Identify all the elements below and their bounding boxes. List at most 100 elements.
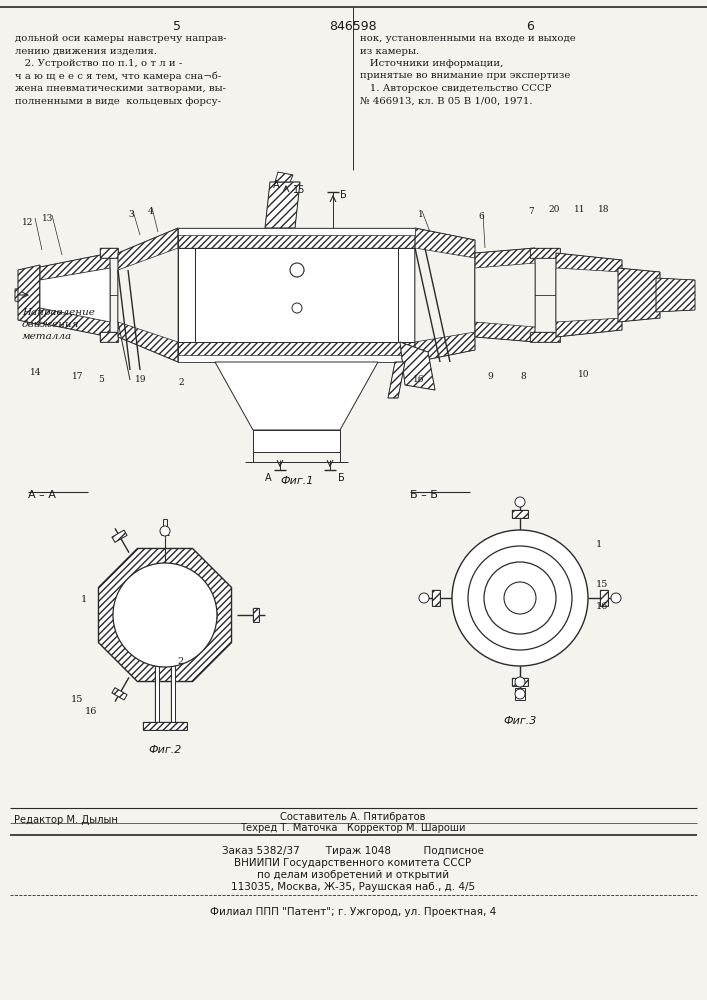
Text: Фиг.1: Фиг.1 (280, 476, 314, 486)
Text: Филиал ППП "Патент"; г. Ужгород, ул. Проектная, 4: Филиал ППП "Патент"; г. Ужгород, ул. Про… (210, 907, 496, 917)
Circle shape (131, 581, 199, 649)
Text: 1: 1 (596, 540, 602, 549)
Text: принятые во внимание при экспертизе: принятые во внимание при экспертизе (360, 72, 571, 81)
Text: 14: 14 (30, 368, 42, 377)
Polygon shape (475, 263, 535, 327)
Polygon shape (178, 228, 415, 235)
Text: нок, установленными на входе и выходе: нок, установленными на входе и выходе (360, 34, 575, 43)
Text: 2. Устройство по п.1, о т л и -: 2. Устройство по п.1, о т л и - (15, 59, 182, 68)
Text: 12: 12 (22, 218, 33, 227)
Text: ч а ю щ е е с я тем, что камера сна¬б-: ч а ю щ е е с я тем, что камера сна¬б- (15, 72, 221, 81)
Circle shape (149, 599, 181, 631)
Bar (515, 688, 525, 700)
Polygon shape (118, 228, 178, 362)
Text: 3: 3 (128, 210, 134, 219)
Circle shape (484, 562, 556, 634)
Polygon shape (18, 265, 40, 325)
Text: 13: 13 (42, 214, 53, 223)
Text: ВНИИПИ Государственного комитета СССР: ВНИИПИ Государственного комитета СССР (235, 858, 472, 868)
Text: металла: металла (22, 332, 72, 341)
Polygon shape (556, 253, 622, 337)
Text: 1. Авторское свидетельство СССР: 1. Авторское свидетельство СССР (360, 84, 551, 93)
Polygon shape (15, 287, 32, 303)
Text: Б: Б (338, 473, 345, 483)
Text: 8: 8 (520, 372, 526, 381)
Text: 2: 2 (178, 378, 184, 387)
Polygon shape (388, 362, 405, 398)
Text: 846598: 846598 (329, 20, 377, 33)
Polygon shape (400, 342, 435, 390)
Text: 11: 11 (574, 205, 585, 214)
Polygon shape (178, 355, 415, 362)
Text: Направление: Направление (22, 308, 95, 317)
Text: 9: 9 (487, 372, 493, 381)
Text: 4: 4 (148, 207, 153, 216)
Polygon shape (415, 228, 475, 362)
Text: жена пневматическими затворами, вы-: жена пневматическими затворами, вы- (15, 84, 226, 93)
Text: 10: 10 (578, 370, 590, 379)
Polygon shape (113, 612, 217, 618)
Text: 1: 1 (81, 595, 87, 604)
Polygon shape (600, 590, 608, 606)
Text: 7: 7 (528, 207, 534, 216)
Text: А: А (265, 473, 272, 483)
Polygon shape (556, 268, 622, 322)
Polygon shape (415, 248, 475, 342)
Polygon shape (512, 678, 528, 686)
Polygon shape (656, 278, 695, 312)
Circle shape (515, 497, 525, 507)
Text: 1: 1 (418, 210, 423, 219)
Polygon shape (618, 268, 660, 322)
Circle shape (611, 593, 621, 603)
Polygon shape (112, 688, 127, 700)
Polygon shape (253, 608, 259, 622)
Polygon shape (398, 248, 415, 342)
Text: 16: 16 (413, 375, 424, 384)
Circle shape (160, 526, 170, 536)
Circle shape (504, 582, 536, 614)
Text: движения: движения (22, 320, 79, 329)
Text: Заказ 5382/37        Тираж 1048          Подписное: Заказ 5382/37 Тираж 1048 Подписное (222, 846, 484, 856)
Text: 2: 2 (177, 657, 183, 666)
Text: Б: Б (340, 190, 346, 200)
Text: Б – Б: Б – Б (410, 490, 438, 500)
Polygon shape (171, 649, 175, 722)
Polygon shape (432, 590, 440, 606)
Text: 17: 17 (72, 372, 83, 381)
Polygon shape (98, 548, 231, 682)
Circle shape (468, 546, 572, 650)
Circle shape (292, 303, 302, 313)
Text: полненными в виде  кольцевых форсу-: полненными в виде кольцевых форсу- (15, 97, 221, 105)
Text: 6: 6 (478, 212, 484, 221)
Bar (143, 722, 187, 730)
Text: Источники информации,: Источники информации, (360, 59, 503, 68)
Polygon shape (178, 342, 415, 362)
Text: Составитель А. Пятибратов: Составитель А. Пятибратов (280, 812, 426, 822)
Polygon shape (475, 248, 535, 342)
Text: по делам изобретений и открытий: по делам изобретений и открытий (257, 870, 449, 880)
Polygon shape (112, 530, 127, 542)
Polygon shape (178, 228, 415, 248)
Text: № 466913, кл. В 05 В 1/00, 1971.: № 466913, кл. В 05 В 1/00, 1971. (360, 97, 532, 105)
Bar (100, 332, 118, 342)
Text: Редактор М. Дылын: Редактор М. Дылын (14, 815, 118, 825)
Text: А – А: А – А (28, 490, 56, 500)
Text: Фиг.3: Фиг.3 (503, 716, 537, 726)
Polygon shape (40, 268, 110, 322)
Polygon shape (118, 248, 178, 342)
Polygon shape (512, 510, 528, 518)
Circle shape (515, 689, 525, 699)
Text: 16: 16 (596, 602, 609, 611)
Polygon shape (178, 248, 195, 342)
Text: дольной оси камеры навстречу направ-: дольной оси камеры навстречу направ- (15, 34, 226, 43)
Polygon shape (530, 332, 560, 342)
Polygon shape (215, 362, 378, 430)
Circle shape (290, 263, 304, 277)
Bar (195, 248, 398, 342)
Text: 15: 15 (71, 695, 83, 704)
Text: 15: 15 (596, 580, 609, 589)
Polygon shape (265, 182, 300, 228)
Text: 113035, Москва, Ж-35, Раушская наб., д. 4/5: 113035, Москва, Ж-35, Раушская наб., д. … (231, 882, 475, 892)
Text: 16: 16 (85, 707, 98, 716)
Text: Техред Т. Маточка   Корректор М. Шароши: Техред Т. Маточка Корректор М. Шароши (240, 823, 466, 833)
